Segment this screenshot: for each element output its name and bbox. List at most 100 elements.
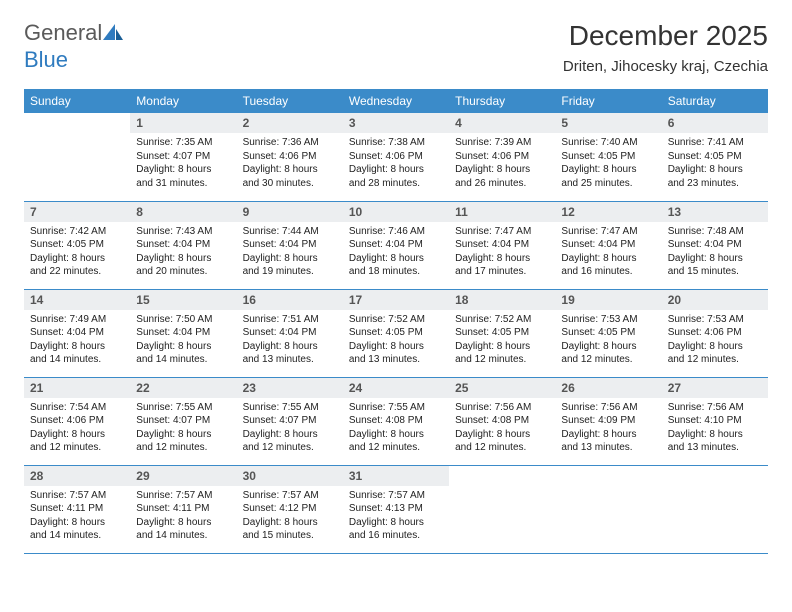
daylight-line: Daylight: 8 hours and 13 minutes. — [349, 340, 443, 367]
daylight-line: Daylight: 8 hours and 31 minutes. — [136, 163, 230, 190]
day-number: 9 — [237, 202, 343, 222]
calendar-cell: 7Sunrise: 7:42 AMSunset: 4:05 PMDaylight… — [24, 201, 130, 289]
day-number: 23 — [237, 378, 343, 398]
sunset-line: Sunset: 4:12 PM — [243, 502, 337, 516]
sunset-line: Sunset: 4:06 PM — [455, 150, 549, 164]
weekday-header: Wednesday — [343, 89, 449, 113]
calendar-cell: 17Sunrise: 7:52 AMSunset: 4:05 PMDayligh… — [343, 289, 449, 377]
sunrise-line: Sunrise: 7:44 AM — [243, 225, 337, 239]
sunrise-line: Sunrise: 7:56 AM — [455, 401, 549, 415]
day-details: Sunrise: 7:44 AMSunset: 4:04 PMDaylight:… — [237, 222, 343, 283]
day-number: 5 — [555, 113, 661, 133]
day-number: 22 — [130, 378, 236, 398]
day-details: Sunrise: 7:47 AMSunset: 4:04 PMDaylight:… — [449, 222, 555, 283]
sunset-line: Sunset: 4:05 PM — [455, 326, 549, 340]
daylight-line: Daylight: 8 hours and 15 minutes. — [243, 516, 337, 543]
calendar-cell-empty — [449, 465, 555, 553]
calendar-cell: 13Sunrise: 7:48 AMSunset: 4:04 PMDayligh… — [662, 201, 768, 289]
sunrise-line: Sunrise: 7:41 AM — [668, 136, 762, 150]
calendar-cell: 21Sunrise: 7:54 AMSunset: 4:06 PMDayligh… — [24, 377, 130, 465]
day-number: 26 — [555, 378, 661, 398]
sunset-line: Sunset: 4:05 PM — [561, 326, 655, 340]
sunrise-line: Sunrise: 7:47 AM — [455, 225, 549, 239]
sunrise-line: Sunrise: 7:46 AM — [349, 225, 443, 239]
day-details: Sunrise: 7:49 AMSunset: 4:04 PMDaylight:… — [24, 310, 130, 371]
sunset-line: Sunset: 4:10 PM — [668, 414, 762, 428]
sunset-line: Sunset: 4:06 PM — [243, 150, 337, 164]
sunrise-line: Sunrise: 7:52 AM — [349, 313, 443, 327]
daylight-line: Daylight: 8 hours and 16 minutes. — [561, 252, 655, 279]
calendar-cell: 15Sunrise: 7:50 AMSunset: 4:04 PMDayligh… — [130, 289, 236, 377]
daylight-line: Daylight: 8 hours and 14 minutes. — [30, 516, 124, 543]
location-text: Driten, Jihocesky kraj, Czechia — [563, 58, 768, 75]
calendar-cell: 1Sunrise: 7:35 AMSunset: 4:07 PMDaylight… — [130, 113, 236, 201]
calendar-cell: 28Sunrise: 7:57 AMSunset: 4:11 PMDayligh… — [24, 465, 130, 553]
daylight-line: Daylight: 8 hours and 14 minutes. — [136, 516, 230, 543]
day-details: Sunrise: 7:55 AMSunset: 4:08 PMDaylight:… — [343, 398, 449, 459]
sunset-line: Sunset: 4:08 PM — [455, 414, 549, 428]
sunset-line: Sunset: 4:07 PM — [136, 414, 230, 428]
weekday-row: SundayMondayTuesdayWednesdayThursdayFrid… — [24, 89, 768, 113]
calendar-row: 28Sunrise: 7:57 AMSunset: 4:11 PMDayligh… — [24, 465, 768, 553]
calendar-cell: 23Sunrise: 7:55 AMSunset: 4:07 PMDayligh… — [237, 377, 343, 465]
sunrise-line: Sunrise: 7:48 AM — [668, 225, 762, 239]
day-details: Sunrise: 7:46 AMSunset: 4:04 PMDaylight:… — [343, 222, 449, 283]
day-details: Sunrise: 7:36 AMSunset: 4:06 PMDaylight:… — [237, 133, 343, 194]
day-number: 8 — [130, 202, 236, 222]
day-number: 10 — [343, 202, 449, 222]
daylight-line: Daylight: 8 hours and 12 minutes. — [561, 340, 655, 367]
day-details: Sunrise: 7:55 AMSunset: 4:07 PMDaylight:… — [130, 398, 236, 459]
day-number: 30 — [237, 466, 343, 486]
sunrise-line: Sunrise: 7:43 AM — [136, 225, 230, 239]
daylight-line: Daylight: 8 hours and 17 minutes. — [455, 252, 549, 279]
day-number: 18 — [449, 290, 555, 310]
daylight-line: Daylight: 8 hours and 25 minutes. — [561, 163, 655, 190]
day-details: Sunrise: 7:40 AMSunset: 4:05 PMDaylight:… — [555, 133, 661, 194]
day-details: Sunrise: 7:57 AMSunset: 4:11 PMDaylight:… — [24, 486, 130, 547]
calendar-cell: 10Sunrise: 7:46 AMSunset: 4:04 PMDayligh… — [343, 201, 449, 289]
sunset-line: Sunset: 4:05 PM — [30, 238, 124, 252]
sunrise-line: Sunrise: 7:55 AM — [243, 401, 337, 415]
calendar-table: SundayMondayTuesdayWednesdayThursdayFrid… — [24, 89, 768, 554]
sunset-line: Sunset: 4:05 PM — [668, 150, 762, 164]
calendar-cell: 30Sunrise: 7:57 AMSunset: 4:12 PMDayligh… — [237, 465, 343, 553]
daylight-line: Daylight: 8 hours and 12 minutes. — [668, 340, 762, 367]
calendar-row: 14Sunrise: 7:49 AMSunset: 4:04 PMDayligh… — [24, 289, 768, 377]
daylight-line: Daylight: 8 hours and 26 minutes. — [455, 163, 549, 190]
sunset-line: Sunset: 4:04 PM — [455, 238, 549, 252]
sunset-line: Sunset: 4:04 PM — [349, 238, 443, 252]
day-details: Sunrise: 7:54 AMSunset: 4:06 PMDaylight:… — [24, 398, 130, 459]
header: GeneralBlue December 2025 Driten, Jihoce… — [24, 20, 768, 75]
page-title: December 2025 — [563, 20, 768, 52]
day-number: 6 — [662, 113, 768, 133]
sunset-line: Sunset: 4:13 PM — [349, 502, 443, 516]
sunset-line: Sunset: 4:05 PM — [561, 150, 655, 164]
sunrise-line: Sunrise: 7:39 AM — [455, 136, 549, 150]
day-number: 4 — [449, 113, 555, 133]
sunrise-line: Sunrise: 7:47 AM — [561, 225, 655, 239]
day-number: 7 — [24, 202, 130, 222]
daylight-line: Daylight: 8 hours and 12 minutes. — [349, 428, 443, 455]
sunrise-line: Sunrise: 7:50 AM — [136, 313, 230, 327]
logo-part2: Blue — [24, 47, 68, 72]
logo-sail-icon — [102, 21, 124, 47]
sunset-line: Sunset: 4:04 PM — [243, 326, 337, 340]
calendar-cell: 8Sunrise: 7:43 AMSunset: 4:04 PMDaylight… — [130, 201, 236, 289]
sunrise-line: Sunrise: 7:53 AM — [561, 313, 655, 327]
daylight-line: Daylight: 8 hours and 23 minutes. — [668, 163, 762, 190]
sunset-line: Sunset: 4:04 PM — [561, 238, 655, 252]
sunrise-line: Sunrise: 7:57 AM — [30, 489, 124, 503]
day-number: 29 — [130, 466, 236, 486]
daylight-line: Daylight: 8 hours and 20 minutes. — [136, 252, 230, 279]
day-details: Sunrise: 7:56 AMSunset: 4:10 PMDaylight:… — [662, 398, 768, 459]
calendar-cell: 9Sunrise: 7:44 AMSunset: 4:04 PMDaylight… — [237, 201, 343, 289]
calendar-cell: 29Sunrise: 7:57 AMSunset: 4:11 PMDayligh… — [130, 465, 236, 553]
calendar-cell-empty — [555, 465, 661, 553]
calendar-cell: 18Sunrise: 7:52 AMSunset: 4:05 PMDayligh… — [449, 289, 555, 377]
sunset-line: Sunset: 4:06 PM — [668, 326, 762, 340]
day-details: Sunrise: 7:57 AMSunset: 4:13 PMDaylight:… — [343, 486, 449, 547]
day-details: Sunrise: 7:48 AMSunset: 4:04 PMDaylight:… — [662, 222, 768, 283]
weekday-header: Tuesday — [237, 89, 343, 113]
day-details: Sunrise: 7:55 AMSunset: 4:07 PMDaylight:… — [237, 398, 343, 459]
calendar-cell: 22Sunrise: 7:55 AMSunset: 4:07 PMDayligh… — [130, 377, 236, 465]
